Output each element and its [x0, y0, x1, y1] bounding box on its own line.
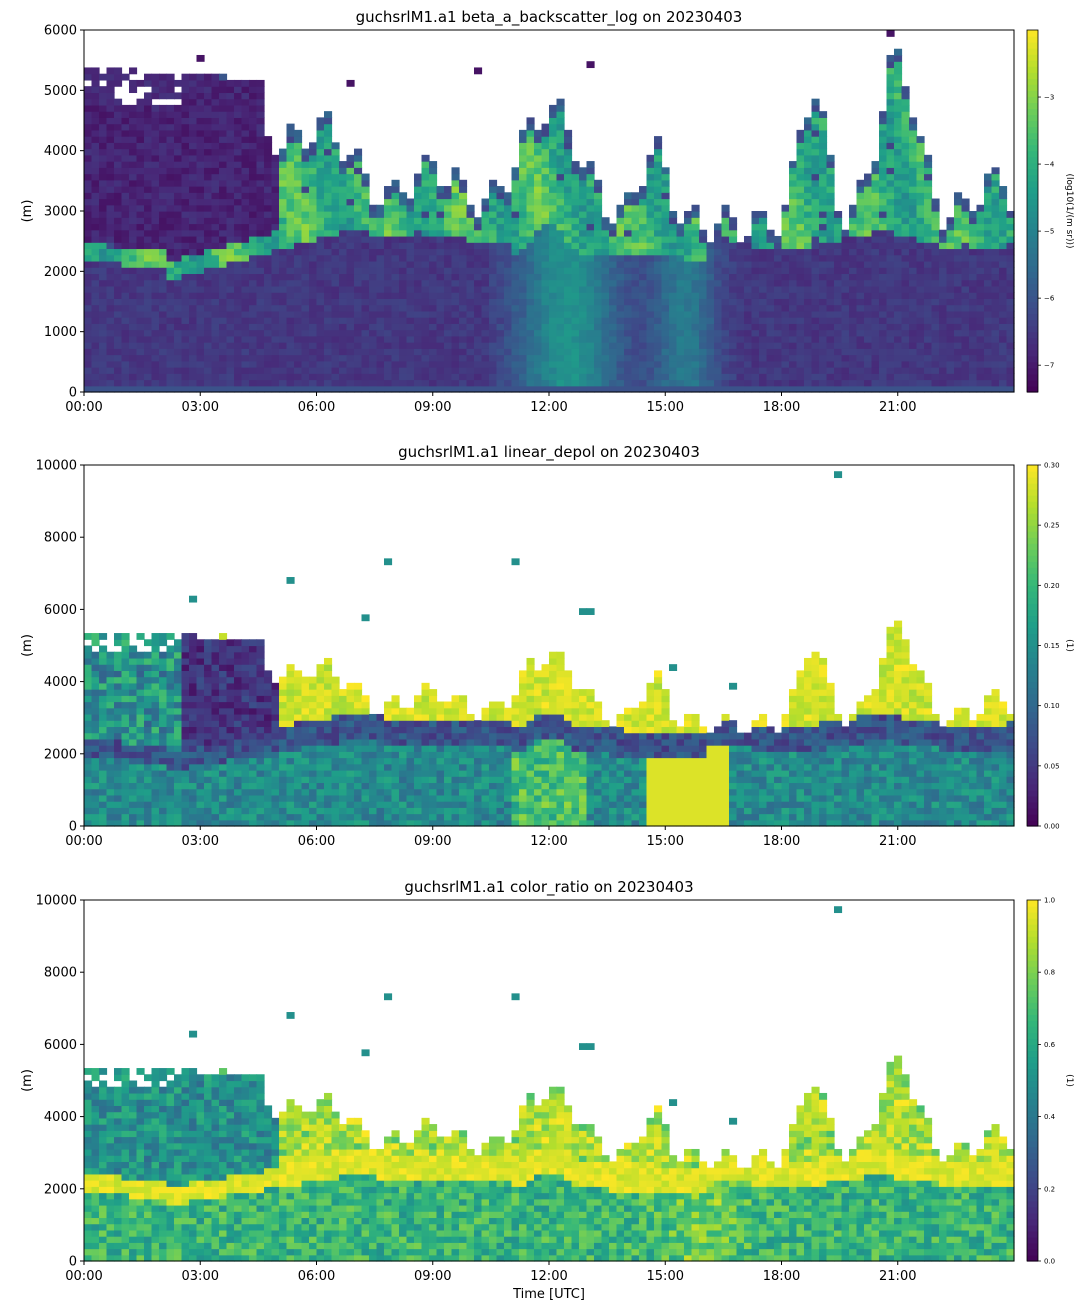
x-tick-label: 09:00	[414, 1269, 451, 1284]
colorbar-tick-label: −5	[1044, 228, 1054, 236]
x-tick-label: 21:00	[879, 1269, 916, 1284]
colorbar-tick-label: −3	[1044, 94, 1054, 102]
y-tick-label: 8000	[44, 966, 77, 981]
colorbar-tick-label: −6	[1044, 295, 1055, 303]
y-tick-label: 1000	[44, 325, 77, 340]
x-tick-label: 15:00	[647, 834, 684, 849]
x-tick-label: 12:00	[530, 834, 567, 849]
colorbar-tick-label: 0.0	[1044, 1258, 1055, 1266]
colorbar-tick-label: 0.00	[1044, 823, 1060, 831]
y-axis-label: (m)	[20, 200, 35, 223]
y-tick-label: 6000	[44, 24, 77, 39]
colorbar-label: (log10(1/(m sr)))	[1064, 173, 1074, 248]
panel-title: guchsrlM1.a1 beta_a_backscatter_log on 2…	[356, 8, 743, 27]
colorbar-tick-label: 0.8	[1044, 969, 1055, 977]
x-tick-label: 12:00	[530, 400, 567, 415]
colorbar-tick-label: −4	[1044, 161, 1055, 169]
y-axis-label: (m)	[20, 1069, 35, 1092]
x-tick-label: 18:00	[763, 1269, 800, 1284]
x-tick-label: 00:00	[65, 834, 102, 849]
panel-3: guchsrlM1.a1 color_ratio on 20230403 00:0…	[20, 878, 1074, 1302]
y-tick-label: 4000	[44, 144, 77, 159]
x-tick-label: 06:00	[298, 1269, 335, 1284]
x-tick-label: 03:00	[182, 400, 219, 415]
colorbar-tick-label: 0.2	[1044, 1185, 1055, 1193]
x-tick-label: 21:00	[879, 834, 916, 849]
x-tick-label: 21:00	[879, 400, 916, 415]
colorbar: 0.00 0.05 0.10 0.15 0.20 0.25 0.30 (1)	[1026, 462, 1074, 831]
y-tick-label: 10000	[36, 459, 77, 474]
y-tick-label: 3000	[44, 205, 77, 220]
y-tick-label: 10000	[36, 894, 77, 909]
colorbar-label: (1)	[1064, 639, 1074, 652]
x-axis-label: Time [UTC]	[512, 1287, 585, 1302]
y-tick-label: 6000	[44, 1038, 77, 1053]
heatmap-cells	[84, 906, 1015, 1262]
heatmap-cells	[84, 30, 1015, 393]
x-tick-label: 15:00	[647, 1269, 684, 1284]
y-axis-label: (m)	[20, 634, 35, 657]
y-tick-label: 4000	[44, 1110, 77, 1125]
y-tick-label: 2000	[44, 265, 77, 280]
colorbar: −7 −6 −5 −4 −3 (log10(1/(m sr)))	[1026, 29, 1074, 393]
colorbar-tick-label: 0.15	[1044, 642, 1060, 650]
y-tick-label: 0	[69, 386, 77, 401]
x-tick-label: 09:00	[414, 400, 451, 415]
y-tick-label: 6000	[44, 603, 77, 618]
panel-title: guchsrlM1.a1 linear_depol on 20230403	[398, 443, 700, 462]
y-tick-label: 2000	[44, 747, 77, 762]
y-tick-label: 4000	[44, 675, 77, 690]
colorbar-tick-label: −7	[1044, 362, 1054, 370]
y-tick-label: 2000	[44, 1182, 77, 1197]
colorbar-tick-label: 0.30	[1044, 462, 1060, 470]
x-tick-label: 15:00	[647, 400, 684, 415]
colorbar-tick-label: 0.05	[1044, 762, 1060, 770]
x-tick-label: 00:00	[65, 1269, 102, 1284]
panel-title: guchsrlM1.a1 color_ratio on 20230403	[404, 878, 693, 897]
colorbar-tick-label: 0.25	[1044, 522, 1060, 530]
colorbar: 0.0 0.2 0.4 0.6 0.8 1.0 (1)	[1026, 897, 1074, 1266]
colorbar-tick-label: 0.4	[1044, 1113, 1056, 1121]
colorbar-label: (1)	[1064, 1074, 1074, 1087]
x-tick-label: 03:00	[182, 834, 219, 849]
y-tick-label: 5000	[44, 84, 77, 99]
x-tick-label: 09:00	[414, 834, 451, 849]
x-tick-label: 12:00	[530, 1269, 567, 1284]
x-tick-label: 18:00	[763, 400, 800, 415]
x-tick-label: 18:00	[763, 834, 800, 849]
y-tick-label: 0	[69, 1255, 77, 1270]
heatmap-cells	[84, 471, 1015, 827]
colorbar-tick-label: 0.6	[1044, 1041, 1056, 1049]
colorbar-tick-label: 0.10	[1044, 702, 1060, 710]
y-tick-label: 8000	[44, 531, 77, 546]
panel-2: guchsrlM1.a1 linear_depol on 20230403 00:…	[20, 443, 1074, 849]
colorbar-tick-label: 0.20	[1044, 582, 1060, 590]
x-tick-label: 03:00	[182, 1269, 219, 1284]
y-tick-label: 0	[69, 820, 77, 835]
x-tick-label: 06:00	[298, 834, 335, 849]
colorbar-tick-label: 1.0	[1044, 897, 1055, 905]
x-tick-label: 06:00	[298, 400, 335, 415]
panel-1: guchsrlM1.a1 beta_a_backscatter_log on 2…	[20, 8, 1074, 415]
x-tick-label: 00:00	[65, 400, 102, 415]
